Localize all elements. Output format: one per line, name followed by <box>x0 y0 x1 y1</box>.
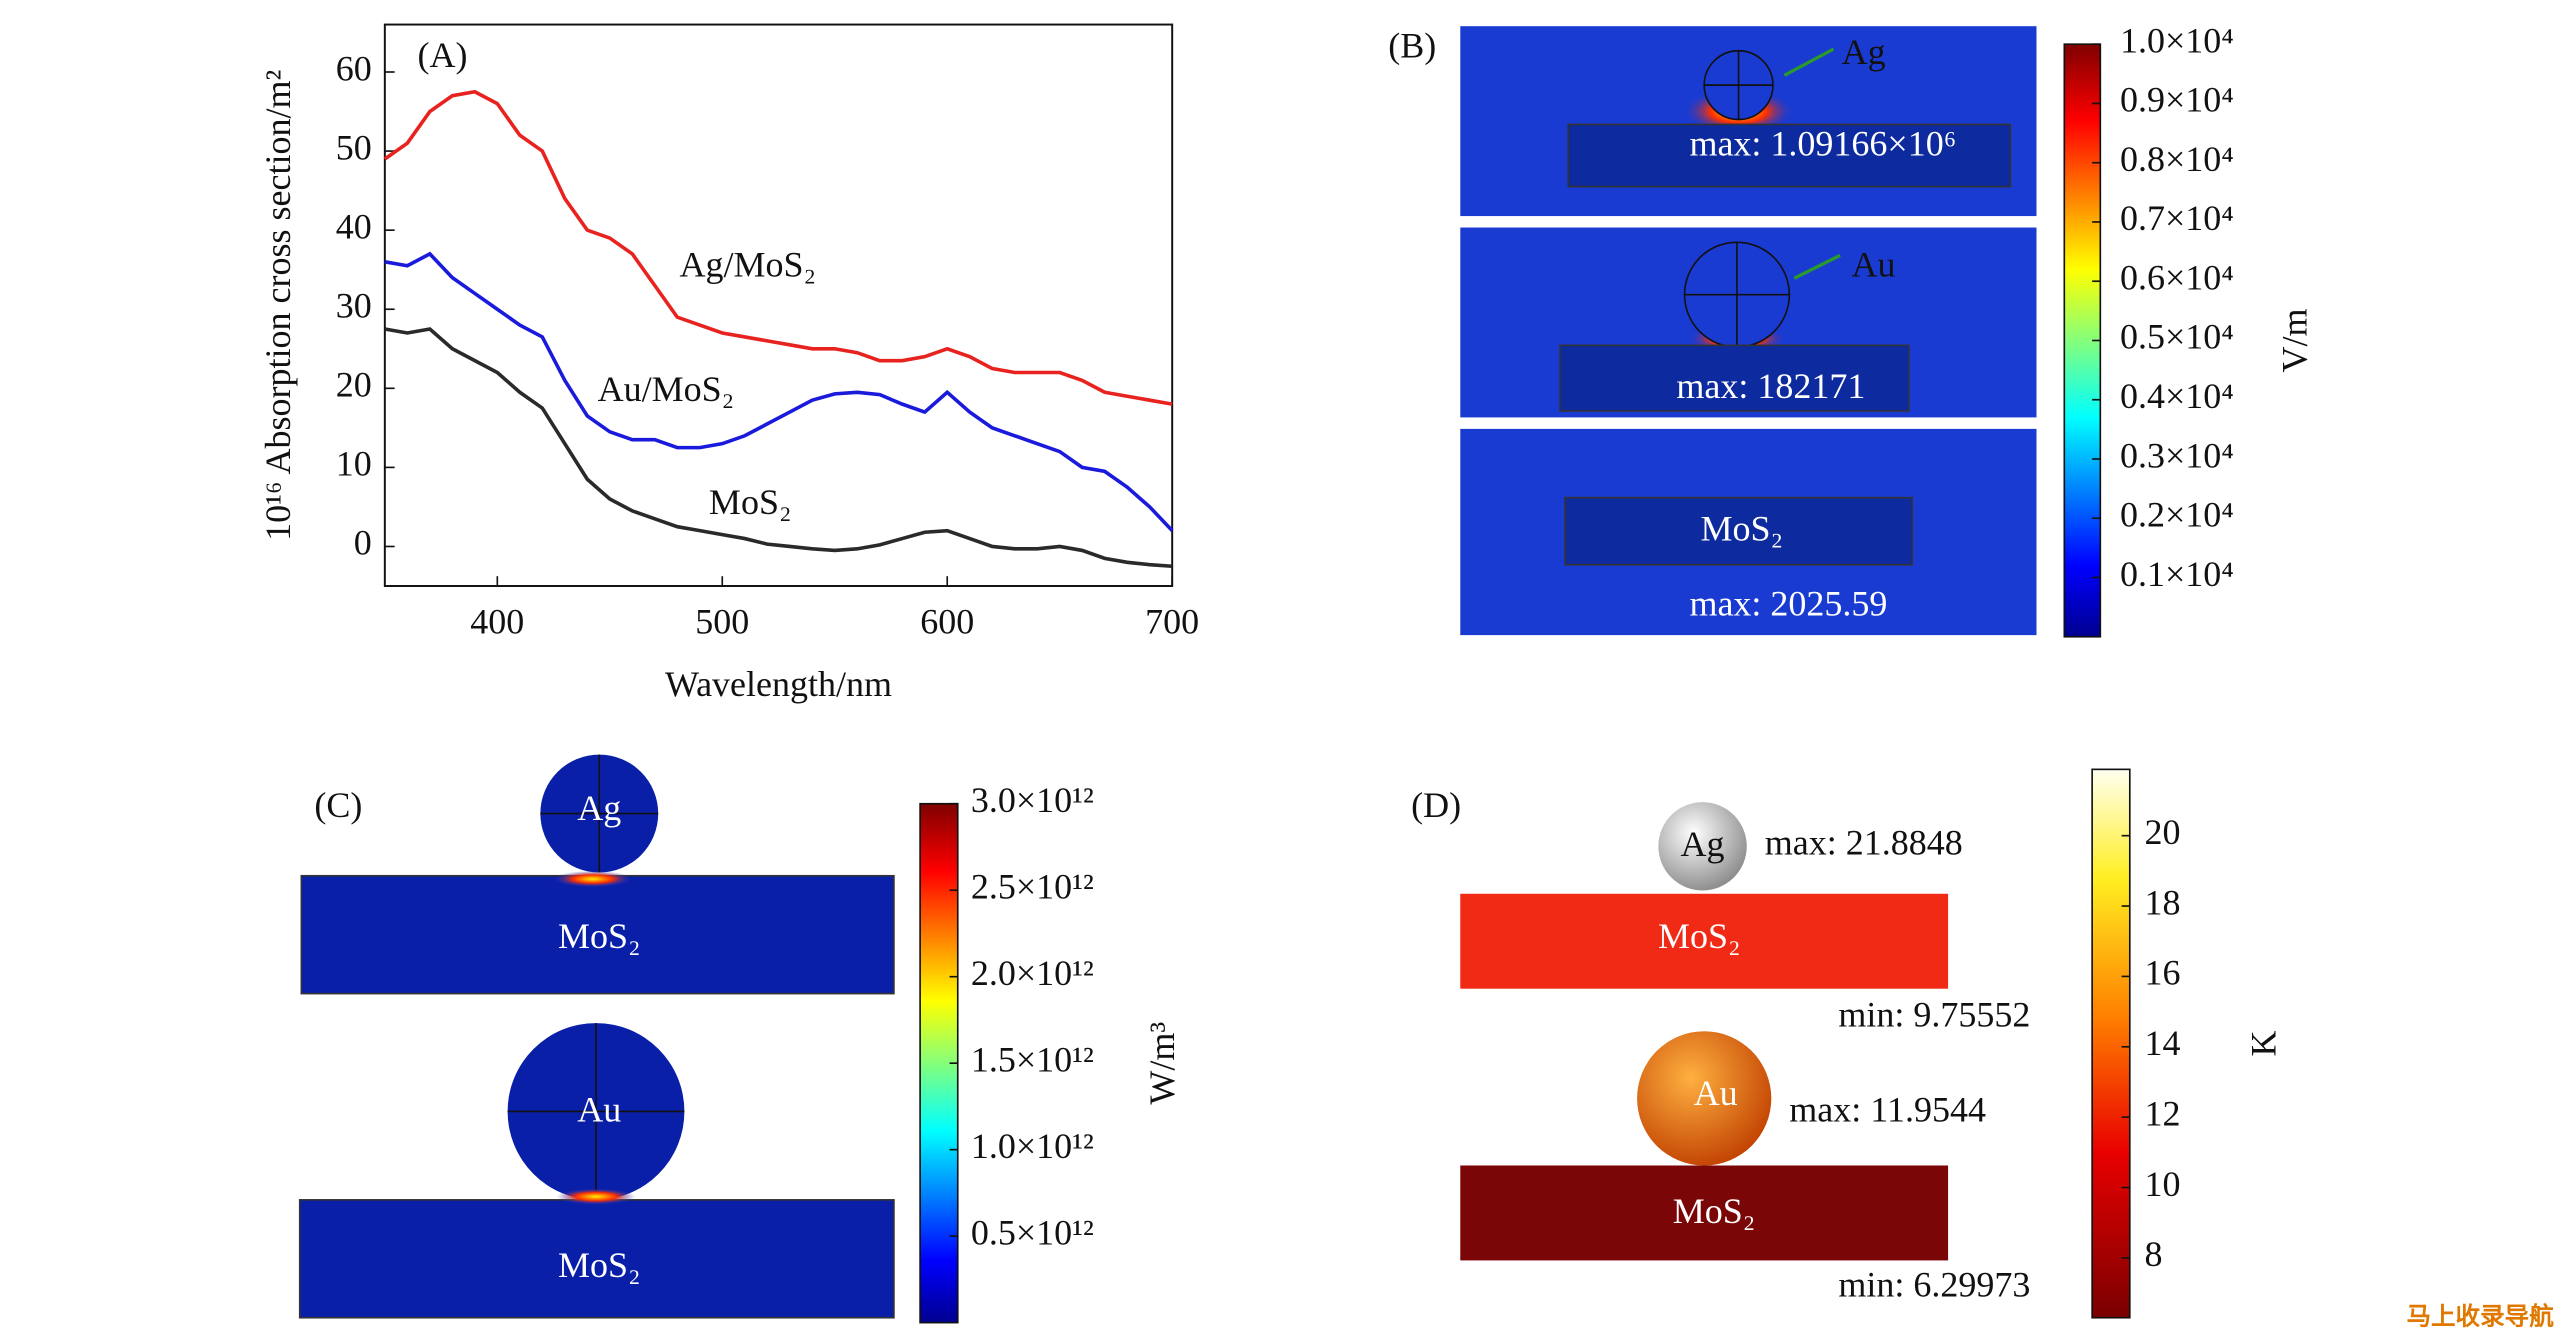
annotation: Au <box>1694 1073 1738 1113</box>
colorbar-tick-label: 20 <box>2145 812 2181 852</box>
colorbar-tick-label: 12 <box>2145 1093 2181 1133</box>
colorbar-label: V/m <box>2275 308 2315 372</box>
x-tick-label: 500 <box>695 602 749 642</box>
colorbar-label: W/m³ <box>1142 1022 1182 1105</box>
colorbar-tick-label: 0.1×10⁴ <box>2120 554 2234 594</box>
colorbar-tick-label: 0.2×10⁴ <box>2120 495 2234 535</box>
panel-label: (A) <box>418 35 468 75</box>
panel-c-image <box>298 754 895 1319</box>
y-tick-label: 10 <box>336 444 372 484</box>
y-tick-label: 50 <box>336 127 372 167</box>
annotation: Au <box>577 1089 621 1129</box>
colorbar-tick-label: 0.8×10⁴ <box>2120 139 2234 179</box>
colorbar-tick-label: 1.0×10¹² <box>971 1126 1094 1166</box>
x-tick-label: 700 <box>1145 602 1199 642</box>
colorbar-label: K <box>2244 1031 2284 1057</box>
colorbar-tick-label: 0.5×10⁴ <box>2120 317 2234 357</box>
panel-b-image <box>1460 26 2037 636</box>
annotation: max: 182171 <box>1676 366 1865 406</box>
panel-d-image <box>1460 802 1949 1261</box>
annotation: MoS₂ <box>558 916 641 956</box>
colorbar-tick-label: 10 <box>2145 1164 2181 1204</box>
x-tick-label: 600 <box>920 602 974 642</box>
colorbar-tick-label: 2.5×10¹² <box>971 866 1094 906</box>
colorbar-tick-label: 16 <box>2145 953 2181 993</box>
colorbar-tick-label: 0.9×10⁴ <box>2120 80 2234 120</box>
annotation: MoS₂ <box>1701 508 1784 548</box>
panel-label: (D) <box>1411 785 1461 825</box>
watermark: 马上收录导航 <box>2406 1302 2554 1331</box>
series-label: MoS₂ <box>709 482 792 522</box>
y-tick-label: 20 <box>336 365 372 405</box>
annotation: MoS₂ <box>1658 916 1741 956</box>
annotation: Ag <box>1681 824 1725 864</box>
annotation: min: 6.29973 <box>1838 1265 2030 1305</box>
y-tick-label: 30 <box>336 286 372 326</box>
colorbar-tick-label: 18 <box>2145 882 2181 922</box>
x-tick-label: 400 <box>470 602 524 642</box>
colorbar-tick-label: 0.6×10⁴ <box>2120 257 2234 297</box>
colorbar-tick-label: 0.7×10⁴ <box>2120 198 2234 238</box>
colorbar-tick-label: 1.5×10¹² <box>971 1039 1094 1079</box>
series-line <box>384 251 1174 532</box>
y-tick-label: 0 <box>354 523 372 563</box>
annotation: Ag <box>577 788 621 828</box>
colorbar-tick-label: 8 <box>2145 1234 2163 1274</box>
annotation: MoS₂ <box>1673 1191 1756 1231</box>
annotation: MoS₂ <box>558 1245 641 1285</box>
panel-label: (C) <box>314 785 362 825</box>
y-tick-label: 60 <box>336 48 372 88</box>
annotation: max: 21.8848 <box>1765 823 1963 863</box>
annotation: max: 11.9544 <box>1789 1089 1986 1129</box>
colorbar-tick-label: 0.3×10⁴ <box>2120 435 2234 475</box>
colorbar-tick-label: 3.0×10¹² <box>971 780 1094 820</box>
colorbar-tick-label: 2.0×10¹² <box>971 953 1094 993</box>
y-tick-label: 40 <box>336 206 372 246</box>
annotation: Au <box>1852 245 1896 285</box>
annotation: Ag <box>1842 32 1886 72</box>
annotation: max: 1.09166×10⁶ <box>1689 124 1956 164</box>
colorbar-tick-label: 14 <box>2145 1023 2181 1063</box>
annotation: max: 2025.59 <box>1689 584 1887 624</box>
series-label: Au/MoS₂ <box>598 369 735 409</box>
plot-frame <box>383 23 1174 587</box>
colorbar <box>2091 768 2131 1319</box>
series-label: Ag/MoS₂ <box>679 245 816 285</box>
colorbar-tick-label: 1.0×10⁴ <box>2120 20 2234 60</box>
series-line <box>383 89 1173 406</box>
y-axis-label: 10¹⁶ Absorption cross section/m² <box>258 70 298 541</box>
colorbar-tick-label: 0.5×10¹² <box>971 1212 1094 1252</box>
colorbar-tick-label: 0.4×10⁴ <box>2120 376 2234 416</box>
series-line <box>384 327 1173 569</box>
panel-label: (B) <box>1388 25 1436 65</box>
annotation: min: 9.75552 <box>1838 994 2030 1034</box>
x-axis-label: Wavelength/nm <box>665 664 892 704</box>
